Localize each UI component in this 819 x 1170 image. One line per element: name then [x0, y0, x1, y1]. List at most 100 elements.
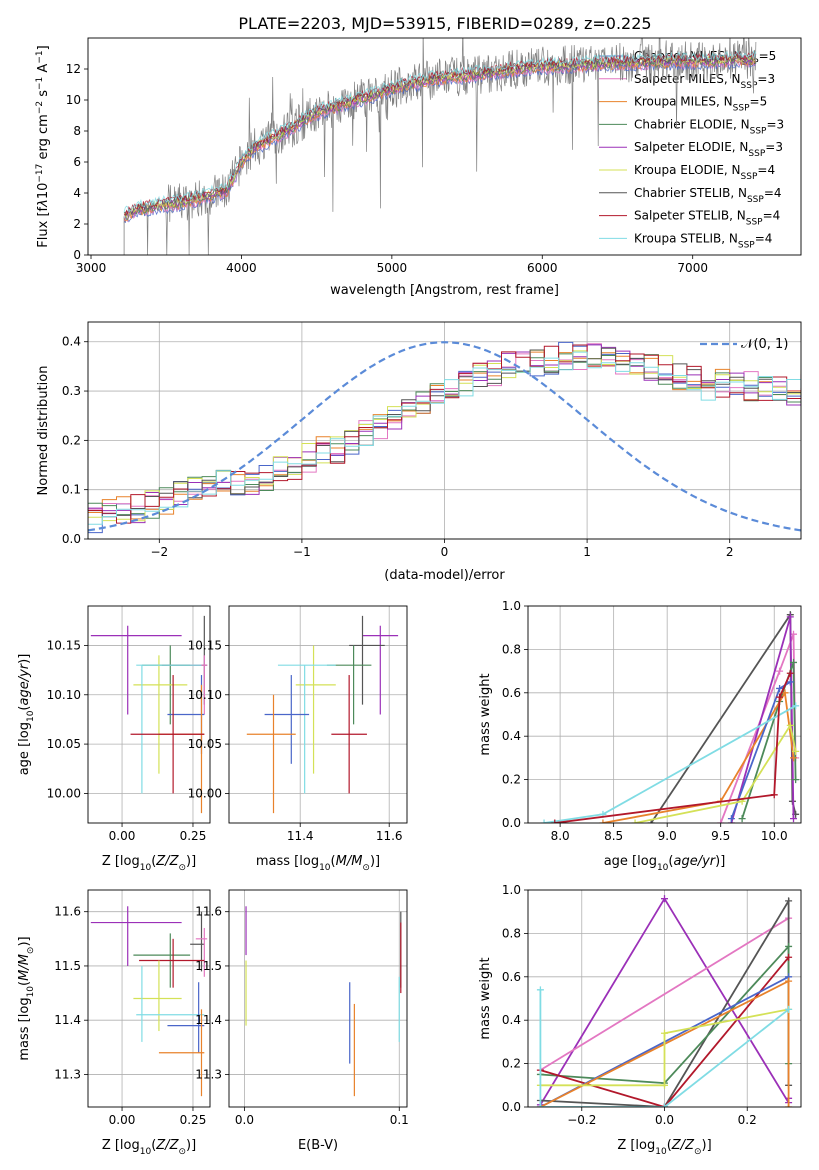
y-tick-label: 10.05 — [47, 737, 81, 751]
weight-line-7 — [543, 705, 797, 823]
weight-marker — [785, 977, 793, 985]
label-part: M/M — [17, 954, 32, 981]
label-part: Kroupa ELODIE, N — [634, 163, 741, 177]
label-part: 10 — [26, 710, 36, 722]
y-tick-label: 2 — [73, 217, 81, 231]
weight-marker — [785, 1103, 793, 1107]
legend-label-8: Kroupa STELIB, NSSP=4 — [634, 231, 772, 250]
weight-marker — [790, 815, 798, 823]
x-tick-label: 0.25 — [180, 829, 207, 843]
weight-marker — [738, 815, 746, 823]
label-part: ( — [331, 854, 336, 869]
y-tick-label: 0.0 — [62, 532, 81, 546]
residual-histogram-plot-area — [88, 341, 801, 539]
x-tick-label: 7000 — [677, 261, 708, 275]
label-part: A — [36, 64, 51, 77]
x-tick-label: 0.2 — [738, 1113, 757, 1127]
weight-marker — [770, 791, 778, 799]
label-part: )] — [370, 854, 380, 869]
y-tick-label: 10.05 — [188, 737, 222, 751]
y-tick-label: 12 — [66, 62, 81, 76]
model-spectrum-6 — [123, 52, 757, 217]
label-part: ⊙ — [178, 1147, 186, 1157]
y-tick-label: 0.1 — [62, 483, 81, 497]
label-part: SSP — [748, 149, 765, 159]
y-tick-label: 0.2 — [502, 1057, 521, 1071]
label-part: mass [log — [17, 997, 32, 1060]
y-tick-label: 0.6 — [502, 686, 521, 700]
label-part: Z/Z — [155, 854, 179, 869]
age-vs-Z-ylabel: age [log10(age/yr)] — [17, 654, 36, 776]
label-part: =4 — [763, 209, 781, 223]
age-vs-mass-frame — [228, 605, 408, 824]
weight-marker — [792, 776, 800, 784]
weight-marker — [536, 1103, 544, 1107]
label-part: ( — [668, 854, 673, 869]
weight-marker — [661, 1081, 668, 1089]
x-tick-label: 9.5 — [711, 829, 730, 843]
x-tick-label: 0.1 — [390, 1113, 409, 1127]
label-part: 10 — [319, 863, 331, 873]
gaussian-legend-label: 𝒩(0, 1) — [741, 337, 788, 352]
weight-line-8 — [539, 989, 790, 1107]
weight-marker — [790, 754, 798, 762]
weight-marker — [717, 819, 725, 823]
x-tick-label: 1 — [583, 545, 591, 559]
weight-marker — [631, 819, 639, 823]
age-vs-Z-frame — [87, 605, 211, 824]
y-tick-label: 0.4 — [502, 1013, 521, 1027]
label-part: )] — [702, 1138, 712, 1153]
y-tick-label: 10.15 — [47, 638, 81, 652]
mass-weight-vs-Z-ylabel: mass weight — [478, 957, 493, 1039]
label-part: SSP — [733, 104, 750, 114]
age-vs-mass-plot-area — [246, 615, 399, 814]
y-tick-label: 11.4 — [195, 1013, 222, 1027]
label-part: Salpeter STELIB, N — [634, 209, 746, 223]
y-tick-label: 10.10 — [188, 688, 222, 702]
x-tick-label: 11.4 — [287, 829, 314, 843]
weight-line-6 — [634, 723, 797, 823]
label-part: ( — [151, 854, 156, 869]
legend-label-7: Salpeter STELIB, NSSP=4 — [634, 209, 780, 228]
y-tick-label: 8 — [73, 124, 81, 138]
label-part: =5 — [759, 49, 777, 63]
label-part: =5 — [750, 95, 768, 109]
label-part: =4 — [764, 186, 782, 200]
weight-marker — [792, 702, 800, 710]
histogram-2 — [88, 351, 801, 539]
weight-marker — [785, 897, 793, 905]
y-tick-label: 10.00 — [47, 786, 81, 800]
y-tick-label: 11.3 — [195, 1067, 222, 1081]
weight-marker — [599, 819, 607, 823]
x-tick-label: −2 — [150, 545, 168, 559]
y-tick-label: 0.4 — [502, 729, 521, 743]
label-part: ( — [667, 1138, 672, 1153]
plots-layer: 3000 4000 5000 6000 7000024681012wavelength … — [17, 37, 802, 1157]
y-tick-label: 0.2 — [62, 433, 81, 447]
histogram-7 — [88, 344, 801, 539]
x-tick-label: 10.0 — [761, 829, 788, 843]
x-tick-label: 11.6 — [376, 829, 403, 843]
weight-marker — [776, 693, 784, 701]
label-part: SSP — [747, 195, 764, 205]
label-part: s — [36, 90, 51, 101]
legend-label-6: Chabrier STELIB, NSSP=4 — [634, 186, 782, 205]
observed-spectrum — [123, 38, 757, 255]
label-part: 10 — [657, 863, 669, 873]
figure-title: PLATE=2203, MJD=53915, FIBERID=0289, z=0… — [238, 14, 651, 33]
weight-line-4 — [540, 956, 790, 1107]
x-tick-label: 9.0 — [658, 829, 677, 843]
mass-vs-EBV-xlabel: E(B-V) — [298, 1138, 338, 1153]
y-tick-label: 0.8 — [502, 642, 521, 656]
x-tick-label: 0.25 — [180, 1113, 207, 1127]
x-tick-label: 3000 — [76, 261, 107, 275]
label-part: ( — [17, 981, 32, 986]
gaussian-curve — [88, 341, 801, 532]
x-tick-label: 0.00 — [109, 1113, 136, 1127]
label-part: Flux [f — [36, 206, 51, 247]
weight-marker — [536, 986, 544, 994]
label-part: −1 — [35, 50, 45, 63]
y-tick-label: 11.6 — [54, 905, 81, 919]
